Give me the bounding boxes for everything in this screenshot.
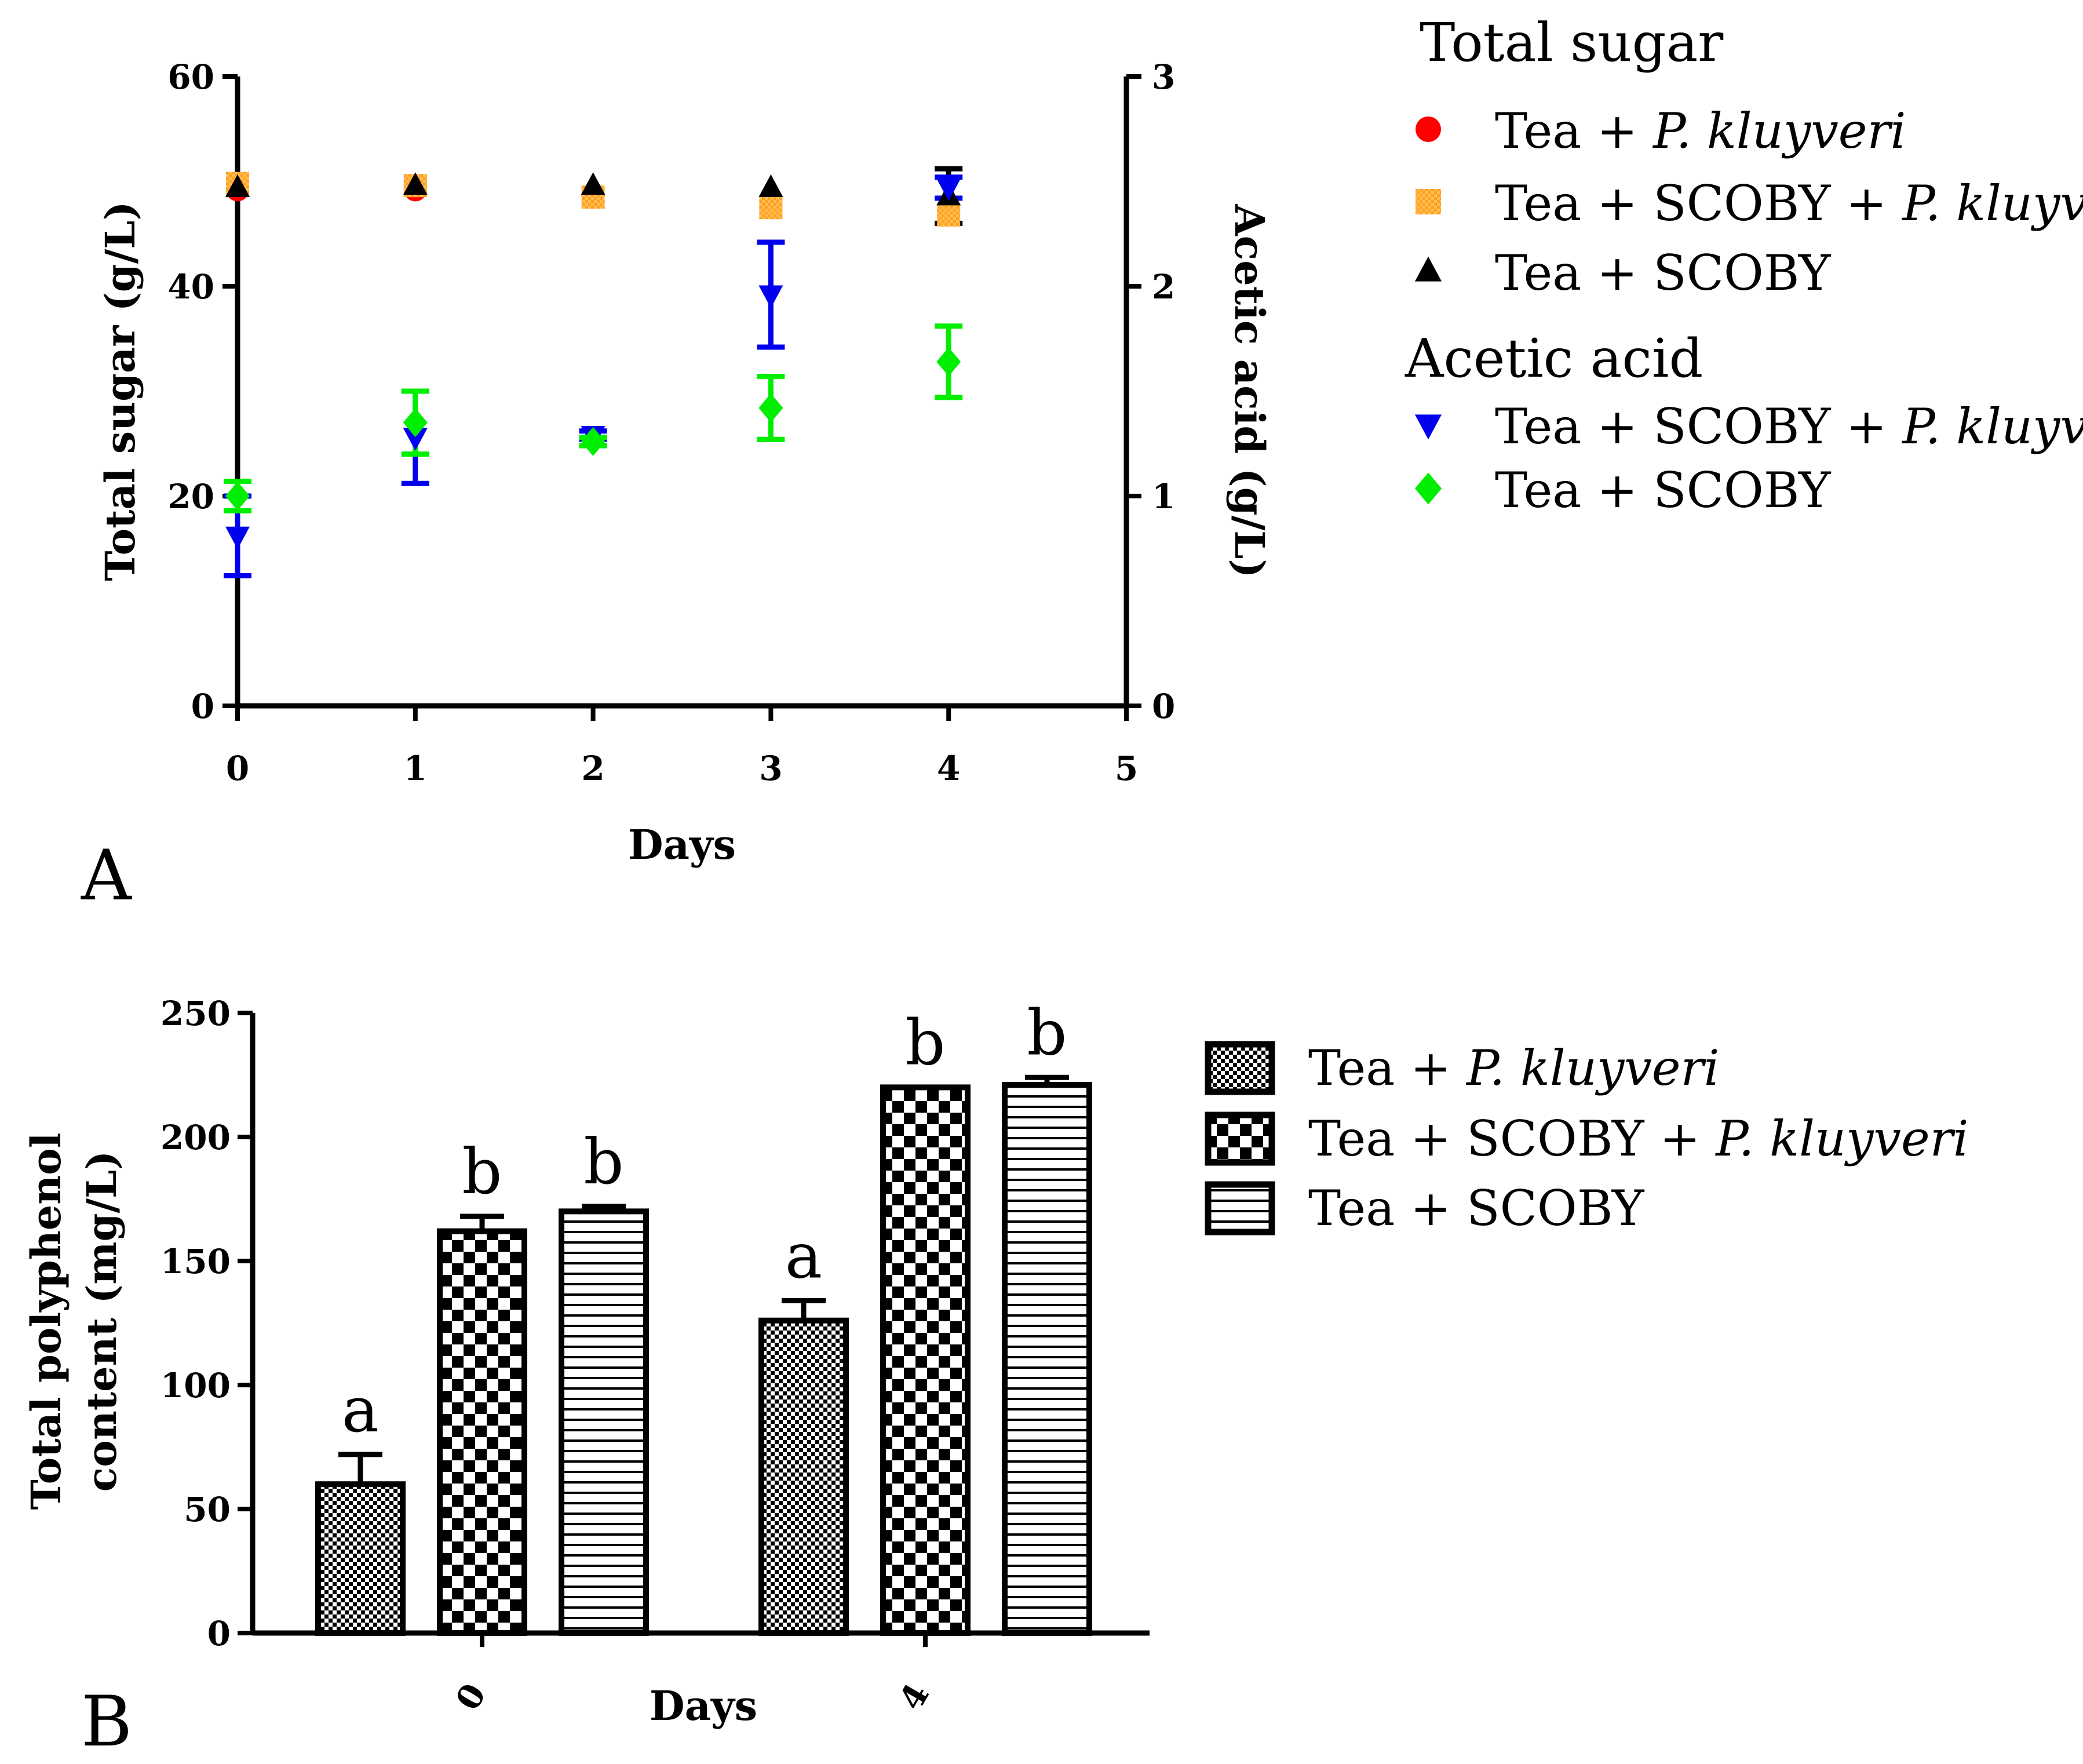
panel-a-point-s3 <box>581 172 605 195</box>
panel-a-left-y-tick-label: 40 <box>167 267 214 307</box>
panel-a-right-y-axis-label: Acetic acid (g/L) <box>1225 203 1274 578</box>
panel-b-x-tick-label: 0 <box>448 1677 494 1717</box>
panel-a-point-s4 <box>936 178 961 201</box>
panel-a-point-s3 <box>225 174 250 197</box>
panel-a-left-y-tick-label: 0 <box>191 687 214 726</box>
panel-a-legend-label-s5: Tea + SCOBY <box>1495 462 1832 519</box>
panel-a-label: A <box>81 836 132 916</box>
panel-b-legend-label: Tea + SCOBY <box>1308 1180 1645 1237</box>
panel-a-right-y-tick-label: 1 <box>1152 477 1175 516</box>
panel-a-legend-heading: Total sugar <box>1420 12 1723 74</box>
panel-a-legend-marker-s2 <box>1416 189 1441 214</box>
panel-b-chart: 0 50 100 150 200 250 0 4 a b b a b b Days Total poly… <box>22 994 1969 1762</box>
panel-b-y-tick-label: 100 <box>160 1366 231 1405</box>
panel-a-legend-label-s3: Tea + SCOBY <box>1495 245 1832 301</box>
panel-a-point-s5 <box>936 347 961 377</box>
panel-a-x-tick-label: 3 <box>759 749 782 788</box>
panel-b-y-tick-label: 250 <box>160 994 231 1033</box>
panel-b-y-tick-label: 150 <box>160 1242 231 1281</box>
panel-a-legend: Total sugar Tea + P. kluyveri Tea + SCOBY … <box>1405 12 2083 519</box>
panel-a-right-y-tick-label: 3 <box>1152 57 1175 97</box>
panel-a-legend-label-s2: Tea + SCOBY + P. kluyveri <box>1495 175 2083 232</box>
panel-b-bar <box>315 1481 406 1636</box>
panel-a-point-s4 <box>225 526 250 549</box>
panel-b-label: B <box>81 1682 132 1762</box>
panel-a-point-s5 <box>758 393 783 422</box>
panel-a-point-s3 <box>758 174 783 197</box>
panel-a-right-y-tick-label: 0 <box>1152 687 1175 726</box>
panel-a-left-y-tick-label: 60 <box>167 57 214 97</box>
panel-b-bar <box>559 1208 649 1636</box>
panel-b-ticks: 0 50 100 150 200 250 0 4 <box>160 994 937 1716</box>
panel-b-significance-letter: a <box>342 1374 379 1446</box>
panel-b-significance-letter: a <box>785 1220 822 1292</box>
panel-b-legend-swatch <box>1205 1041 1275 1095</box>
panel-b-y-tick-label: 0 <box>207 1614 231 1653</box>
panel-a-point-s5 <box>403 408 428 438</box>
panel-a-point-s5 <box>225 482 250 511</box>
panel-a-point-s2 <box>937 203 961 227</box>
panel-b-y-axis-label-line-2: content (mg/L) <box>78 1151 126 1492</box>
panel-b-bar <box>1002 1082 1092 1636</box>
panel-b-y-axis-label-line-1: Total polyphenol <box>22 1133 70 1510</box>
panel-a-point-s4 <box>758 285 783 308</box>
panel-a-x-tick-label: 0 <box>226 749 249 788</box>
panel-b-bars: a b b a b b <box>315 997 1092 1636</box>
panel-b-bar <box>880 1084 971 1636</box>
panel-b-x-axis-label: Days <box>650 1682 757 1730</box>
panel-a-legend-label-s4: Tea + SCOBY + P. kluyveri <box>1495 398 2083 455</box>
panel-a-legend-label-s1: Tea + P. kluyveri <box>1495 103 1906 159</box>
panel-b-significance-letter: b <box>462 1136 502 1208</box>
panel-a-legend-marker-s1 <box>1416 116 1441 142</box>
panel-a-legend-marker-s5 <box>1414 472 1442 505</box>
panel-a-x-axis-label: Days <box>628 821 736 869</box>
panel-a-left-y-tick-label: 20 <box>167 477 214 516</box>
panel-b-legend-label: Tea + P. kluyveri <box>1308 1040 1720 1096</box>
panel-b-legend-label: Tea + SCOBY + P. kluyveri <box>1308 1110 1969 1167</box>
panel-b-significance-letter: b <box>905 1007 945 1079</box>
panel-a-left-y-axis-label: Total sugar (g/L) <box>96 201 144 581</box>
panel-a-x-tick-label: 1 <box>404 749 427 788</box>
panel-b-legend-swatch <box>1205 1181 1275 1235</box>
panel-a-legend-marker-s3 <box>1414 256 1442 282</box>
panel-b-y-tick-label: 50 <box>184 1490 231 1529</box>
panel-a-right-y-tick-label: 2 <box>1152 267 1175 307</box>
panel-a-x-tick-label: 5 <box>1115 749 1138 788</box>
panel-a-point-s4 <box>403 428 428 451</box>
panel-b-bar <box>758 1317 849 1636</box>
panel-a-x-tick-label: 2 <box>581 749 604 788</box>
panel-a-point-s2 <box>759 196 783 220</box>
panel-b-legend: Tea + P. kluyveri Tea + SCOBY + P. kluyve… <box>1205 1040 1969 1237</box>
panel-a-error-bars <box>224 166 963 579</box>
panel-b-y-tick-label: 200 <box>160 1118 231 1157</box>
panel-a-x-tick-label: 4 <box>937 749 960 788</box>
panel-a-point-s3 <box>403 172 428 195</box>
panel-a-markers <box>225 172 961 549</box>
panel-b-significance-letter: b <box>1027 997 1067 1069</box>
panel-b-significance-letter: b <box>583 1126 623 1198</box>
panel-b-legend-swatch <box>1205 1111 1275 1166</box>
panel-b-bar <box>437 1228 527 1636</box>
panel-a-legend-heading: Acetic acid <box>1405 327 1703 389</box>
panel-a-point-s5 <box>581 427 605 456</box>
panel-b-x-tick-label: 4 <box>891 1677 937 1717</box>
panel-a-legend-marker-s4 <box>1414 414 1442 440</box>
